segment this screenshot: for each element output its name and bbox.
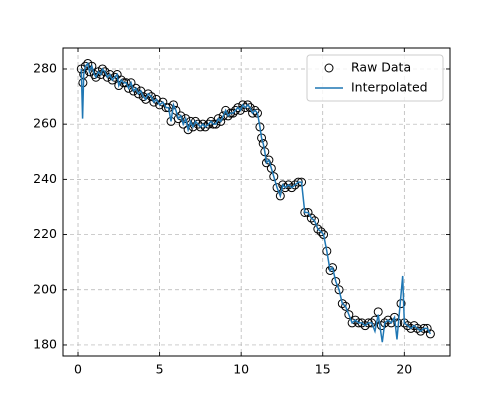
x-tick-label: 0 <box>74 362 82 377</box>
y-tick-label: 260 <box>33 116 57 131</box>
point <box>266 163 276 173</box>
legend-label: Raw Data <box>351 60 411 75</box>
point <box>143 89 153 99</box>
point <box>183 125 193 135</box>
y-tick-label: 240 <box>33 171 57 186</box>
legend-box <box>306 54 444 102</box>
x-tick-label: 20 <box>396 362 412 377</box>
point <box>425 329 435 339</box>
point <box>141 94 151 104</box>
point <box>328 263 338 273</box>
point <box>278 180 288 190</box>
legend-label: Interpolated <box>351 80 428 95</box>
y-tick-label: 220 <box>33 226 57 241</box>
point <box>409 321 419 331</box>
point <box>319 230 329 240</box>
point <box>275 191 285 201</box>
y-tick-label: 180 <box>33 336 57 351</box>
point <box>269 172 279 182</box>
point <box>316 227 326 237</box>
point <box>121 78 131 88</box>
point <box>412 323 422 333</box>
point <box>313 224 323 234</box>
point <box>341 301 351 311</box>
legend-swatch <box>324 63 334 73</box>
point <box>264 155 274 165</box>
point <box>306 213 316 223</box>
point <box>280 183 290 193</box>
x-tick-label: 15 <box>315 362 331 377</box>
x-tick-label: 10 <box>233 362 249 377</box>
point <box>97 64 107 74</box>
point <box>344 310 354 320</box>
point <box>158 97 168 107</box>
plot-area <box>76 58 435 343</box>
point <box>91 72 101 82</box>
axes-frame <box>62 47 451 357</box>
point <box>337 299 347 309</box>
point <box>403 321 413 331</box>
point <box>126 78 136 88</box>
point <box>223 111 233 121</box>
line <box>80 61 432 343</box>
point <box>334 285 344 295</box>
point <box>107 75 117 85</box>
y-tick-label: 280 <box>33 60 57 75</box>
point <box>287 183 297 193</box>
point <box>376 321 386 331</box>
point <box>258 138 268 148</box>
point <box>310 216 320 226</box>
point <box>406 323 416 333</box>
point <box>331 276 341 286</box>
point <box>347 318 357 328</box>
point <box>211 119 221 129</box>
point <box>283 180 293 190</box>
x-tick-label: 5 <box>156 362 164 377</box>
y-tick-label: 200 <box>33 281 57 296</box>
